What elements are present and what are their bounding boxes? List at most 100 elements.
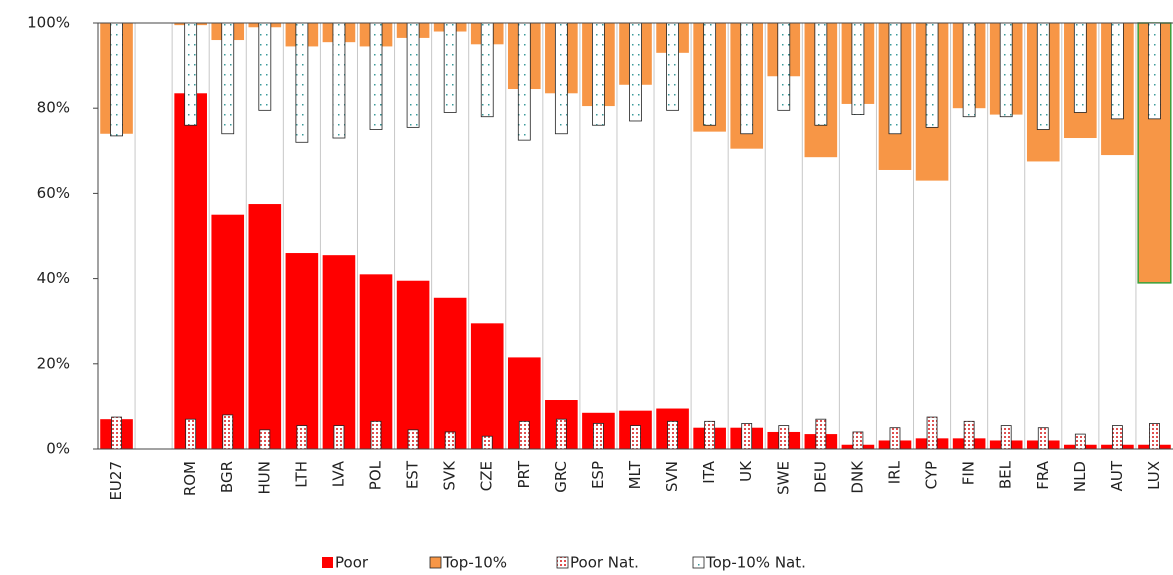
poor-nat-bar bbox=[370, 420, 382, 450]
x-tick-label: EU27 bbox=[107, 461, 125, 501]
x-tick-label: POL bbox=[367, 460, 385, 490]
legend-label: Top-10% Nat. bbox=[705, 554, 806, 572]
x-tick-label: SWE bbox=[774, 461, 792, 495]
x-tick-label: BEL bbox=[997, 460, 1015, 489]
poor-bar bbox=[285, 253, 319, 449]
poor-nat-bar bbox=[926, 416, 938, 450]
x-tick-label: PRT bbox=[515, 460, 533, 488]
legend-swatch bbox=[556, 556, 569, 569]
top10-nat-bar bbox=[925, 22, 939, 128]
x-tick-label: SVN bbox=[663, 461, 681, 492]
top10-nat-bar bbox=[1110, 22, 1124, 120]
y-tick-label: 60% bbox=[37, 184, 70, 202]
poor-nat-bar bbox=[1000, 425, 1012, 450]
y-tick-label: 0% bbox=[46, 440, 70, 458]
top10-nat-bar bbox=[592, 22, 605, 126]
x-tick-label: ITA bbox=[700, 460, 718, 483]
x-tick-label: FIN bbox=[960, 461, 978, 485]
legend-swatch bbox=[692, 556, 705, 569]
x-tick-label: AUT bbox=[1108, 460, 1126, 491]
poor-nat-bar bbox=[593, 423, 604, 450]
poor-nat-bar bbox=[1074, 433, 1086, 450]
x-tick-label: DNK bbox=[848, 460, 866, 494]
poor-nat-bar bbox=[889, 427, 901, 450]
top10-nat-bar bbox=[629, 22, 642, 122]
x-tick-label: BGR bbox=[218, 461, 236, 493]
x-tick-label: EST bbox=[404, 460, 422, 489]
top10-nat-bar bbox=[740, 22, 754, 135]
top10-nat-bar bbox=[258, 22, 272, 111]
poor-nat-bar bbox=[1149, 423, 1160, 450]
poor-bar bbox=[433, 297, 467, 449]
top10-nat-bar bbox=[1036, 22, 1050, 130]
top10-nat-bar bbox=[666, 22, 679, 111]
legend-label: Poor Nat. bbox=[570, 554, 639, 572]
poor-nat-bar bbox=[481, 435, 493, 450]
x-tick-label: HUN bbox=[255, 461, 273, 494]
poor-nat-bar bbox=[741, 423, 753, 450]
poor-nat-bar bbox=[555, 418, 567, 450]
poor-nat-bar bbox=[630, 425, 641, 450]
y-tick-label: 20% bbox=[37, 354, 70, 372]
top10-nat-bar bbox=[406, 22, 420, 128]
poor-bar bbox=[322, 255, 356, 449]
top10-nat-bar bbox=[184, 22, 198, 126]
poor-nat-bar bbox=[852, 431, 864, 450]
y-tick-label: 80% bbox=[37, 99, 70, 117]
poor-nat-bar bbox=[333, 425, 345, 450]
poor-nat-bar bbox=[407, 429, 419, 450]
poor-nat-bar bbox=[444, 431, 456, 450]
poor-nat-bar bbox=[222, 414, 234, 450]
x-tick-label: UK bbox=[737, 460, 755, 482]
x-tick-label: GRC bbox=[552, 461, 570, 493]
x-tick-label: NLD bbox=[1071, 461, 1089, 492]
legend: Poor Top-10% Poor Nat. Top-10% Nat. bbox=[322, 554, 806, 572]
top10-nat-bar bbox=[221, 22, 235, 135]
legend-swatch bbox=[322, 557, 333, 568]
top10-nat-bar bbox=[962, 22, 976, 118]
poor-bar bbox=[396, 280, 430, 449]
top10-nat-bar bbox=[814, 22, 828, 126]
poor-nat-bar bbox=[1111, 425, 1123, 450]
top10-nat-bar bbox=[999, 22, 1013, 118]
poor-bar bbox=[470, 323, 504, 449]
poor-nat-bar bbox=[1037, 427, 1049, 450]
x-tick-label: LVA bbox=[329, 460, 347, 487]
legend-swatch bbox=[429, 556, 442, 569]
x-tick-label: MLT bbox=[626, 460, 644, 489]
top10-nat-bar bbox=[703, 22, 717, 126]
legend-label: Top-10% bbox=[442, 554, 507, 572]
y-tick-label: 100% bbox=[27, 14, 70, 32]
poor-nat-bar bbox=[963, 420, 975, 450]
top10-nat-bar bbox=[480, 22, 494, 118]
top10-nat-bar bbox=[777, 22, 791, 111]
top10-nat-bar bbox=[110, 22, 123, 137]
poor-bar bbox=[211, 214, 245, 449]
top10-nat-bar bbox=[1073, 22, 1087, 113]
poor-nat-bar bbox=[815, 418, 827, 450]
poor-nat-bar bbox=[259, 429, 271, 450]
poor-nat-bar bbox=[667, 420, 678, 450]
x-tick-label: LTH bbox=[292, 461, 310, 488]
top10-nat-bar bbox=[332, 22, 346, 139]
x-tick-label: CYP bbox=[923, 461, 941, 489]
x-tick-label: DEU bbox=[811, 461, 829, 493]
poor-bar bbox=[248, 204, 282, 449]
poor-nat-bar bbox=[778, 425, 790, 450]
x-tick-label: FRA bbox=[1034, 460, 1052, 489]
x-tick-label: ESP bbox=[589, 461, 607, 489]
x-tick-label: SVK bbox=[441, 460, 459, 491]
poor-bar bbox=[359, 274, 393, 449]
x-tick-label: CZE bbox=[478, 461, 496, 491]
top10-nat-bar bbox=[888, 22, 902, 135]
top10-nat-bar bbox=[295, 22, 309, 143]
poor-nat-bar bbox=[111, 416, 122, 450]
poor-nat-bar bbox=[518, 420, 530, 450]
top10-nat-bar bbox=[851, 22, 865, 115]
top10-nat-bar bbox=[1148, 22, 1161, 120]
x-tick-label: IRL bbox=[885, 460, 903, 484]
x-tick-label: LUX bbox=[1145, 461, 1163, 490]
poor-nat-bar bbox=[704, 420, 716, 450]
x-tick-label: ROM bbox=[181, 461, 199, 496]
